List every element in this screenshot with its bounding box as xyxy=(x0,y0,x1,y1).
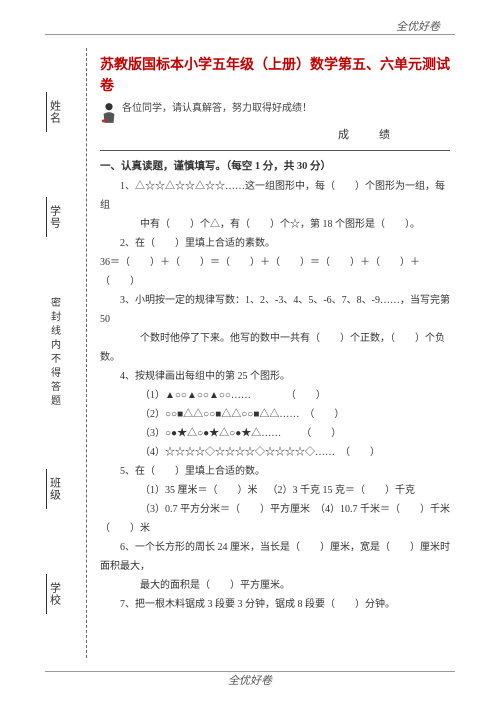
dashed-fold-line xyxy=(86,48,87,658)
side-class-label: 班级 xyxy=(47,477,63,501)
seal-line-text: 密封线内不得答题 xyxy=(47,297,62,409)
score-label: 成绩 xyxy=(100,125,450,146)
side-school: 学校 xyxy=(46,570,63,618)
q6-line1: 6、一个长方形的周长 24 厘米，当长是（ ）厘米，宽是（ ）厘米时面积最大， xyxy=(100,538,450,576)
binding-margin: 姓名 学号 密封线内不得答题 班级 学校 xyxy=(24,60,84,646)
side-line xyxy=(46,469,47,509)
q4-4: （4）☆☆☆☆◇☆☆☆☆◇☆☆☆☆◇…… （ ） xyxy=(100,443,450,462)
q3-line2: 个数时他停了下来。他写的数中一共有（ ）个正数，（ ）个负数。 xyxy=(100,329,450,367)
side-line xyxy=(46,92,47,132)
q1-line1: 1、△☆☆△☆☆△☆☆……这一组图形中，每（ ）个图形为一组，每组 xyxy=(100,177,450,215)
student-icon xyxy=(100,101,118,125)
q4-2: （2）○○■△△○○■△△○○■△△…… （ ） xyxy=(100,405,450,424)
q7: 7、把一根木料锯成 3 段要 3 分钟，锯成 8 段要（ ）分钟。 xyxy=(100,595,450,614)
side-school-label: 学校 xyxy=(47,582,63,606)
q5-2: （3）0.7 平方分米＝（ ）平方厘米 （4）10.7 千米＝（ ）千米（ ）米 xyxy=(100,500,450,538)
q4-3: （3）○●★△○●★△○●★△…… （ ） xyxy=(100,424,450,443)
side-name: 姓名 xyxy=(46,88,63,136)
greeting-text: 各位同学，请认真解答，努力取得好成绩！ xyxy=(122,99,312,118)
side-class: 班级 xyxy=(46,465,63,513)
section-1-heading: 一、认真读题，谨慎填写。（每空 1 分，共 30 分） xyxy=(100,157,450,177)
q4-heading: 4、按规律画出每组中的第 25 个图形。 xyxy=(100,367,450,386)
header-brand: 全优好卷 xyxy=(396,18,440,34)
q3-line1: 3、小明按一定的规律写数：1、2、-3、4、5、-6、7、8、-9……，当写完第… xyxy=(100,291,450,329)
q2-line1: 2、在（ ）里填上合适的素数。 xyxy=(100,234,450,253)
page-content: 苏教版国标本小学五年级（上册）数学第五、六单元测试卷 各位同学，请认真解答，努力… xyxy=(100,55,450,664)
q5-heading: 5、在（ ）里填上合适的数。 xyxy=(100,462,450,481)
greeting-row: 各位同学，请认真解答，努力取得好成绩！ xyxy=(100,99,450,125)
exam-title: 苏教版国标本小学五年级（上册）数学第五、六单元测试卷 xyxy=(100,55,450,97)
q6-line2: 最大的面积是（ ）平方厘米。 xyxy=(100,576,450,595)
side-id-label: 学号 xyxy=(47,205,63,229)
side-line xyxy=(46,197,47,237)
side-name-label: 姓名 xyxy=(47,100,63,124)
q5-1: （1）35 厘米＝（ ）米 （2）3 千克 15 克＝（ ）千克 xyxy=(100,481,450,500)
title-rule xyxy=(100,150,450,151)
q2-line2: 36＝（ ）＋（ ）＝（ ）＋（ ）＝（ ）＋（ ）＋（ ） xyxy=(100,253,450,291)
header-rule xyxy=(45,34,455,35)
side-line xyxy=(46,574,47,614)
footer-brand: 全优好卷 xyxy=(0,672,500,688)
q1-line2: 中有（ ）个△，有（ ）个☆，第 18 个图形是（ ）。 xyxy=(100,215,450,234)
side-id: 学号 xyxy=(46,193,63,241)
q4-1: （1）▲○○▲○○▲○○…… （ ） xyxy=(100,386,450,405)
